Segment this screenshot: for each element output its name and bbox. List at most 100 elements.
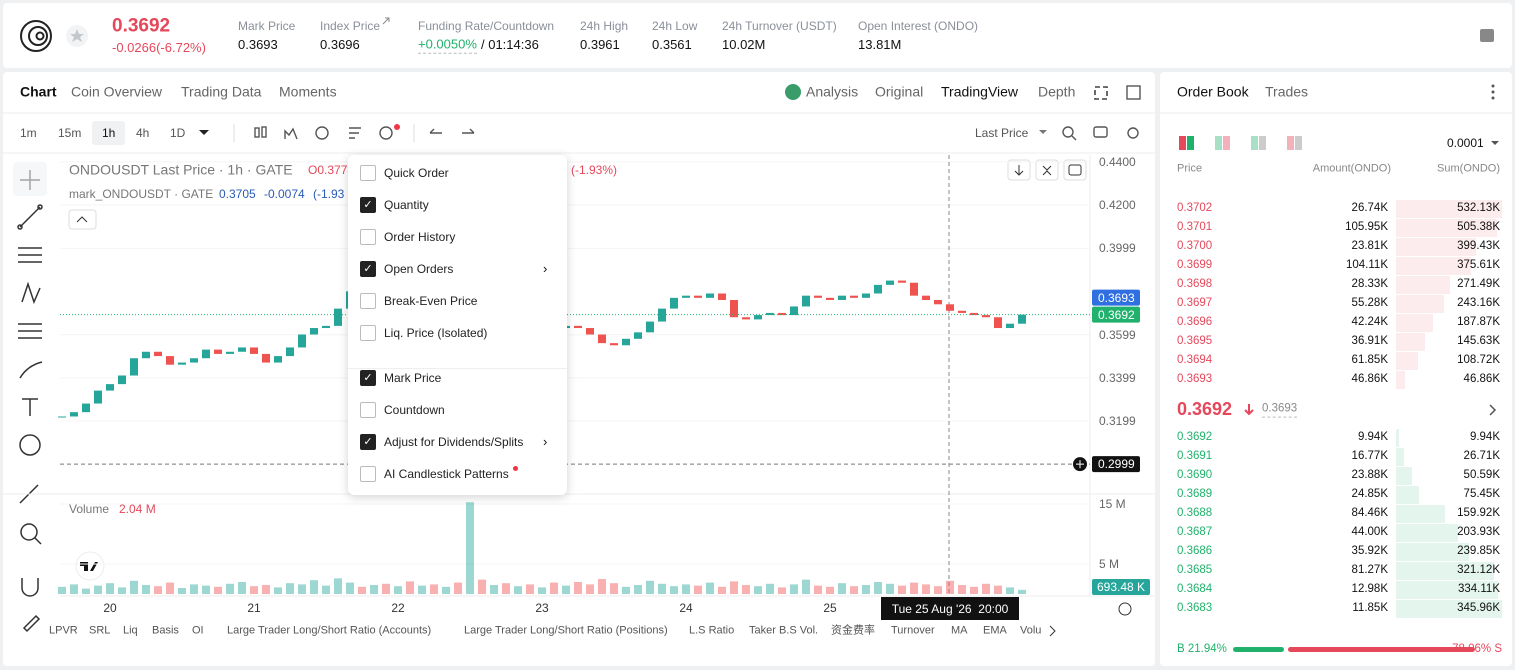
- indicator[interactable]: Turnover: [891, 624, 935, 637]
- candle: [190, 358, 198, 363]
- indicator[interactable]: Volu: [1020, 624, 1042, 637]
- ob-price[interactable]: 0.3686: [1177, 545, 1213, 558]
- menu-item[interactable]: Countdown: [384, 402, 445, 417]
- checkbox[interactable]: ✓: [360, 261, 376, 277]
- checkbox[interactable]: [360, 466, 376, 482]
- ob-price[interactable]: 0.3685: [1177, 564, 1213, 577]
- tab[interactable]: Moments: [279, 83, 337, 100]
- ob-price[interactable]: 0.3696: [1177, 316, 1213, 329]
- ob-price[interactable]: 0.3691: [1177, 450, 1213, 463]
- candle: [82, 403, 90, 413]
- volume-bar: [262, 585, 270, 594]
- ob-price[interactable]: 0.3683: [1177, 602, 1213, 615]
- checkbox[interactable]: [360, 165, 376, 181]
- interval[interactable]: 1m: [20, 125, 37, 140]
- volume-bar: [646, 580, 654, 594]
- dropdown-arrow[interactable]: [1491, 141, 1499, 145]
- interval[interactable]: 15m: [58, 125, 82, 140]
- interval[interactable]: 1D: [170, 125, 186, 140]
- view-tab[interactable]: Analysis: [806, 83, 859, 100]
- tab[interactable]: Trading Data: [181, 83, 262, 100]
- menu-item[interactable]: Adjust for Dividends/Splits: [384, 434, 524, 449]
- notes-icon[interactable]: [1480, 29, 1494, 42]
- ob-price[interactable]: 0.3699: [1177, 259, 1213, 272]
- menu-item[interactable]: Order History: [384, 229, 456, 244]
- indicator[interactable]: Taker B.S Vol.: [749, 624, 819, 637]
- depth-view-icons[interactable]: [1179, 136, 1302, 150]
- chevron[interactable]: [1489, 404, 1497, 416]
- collapse-button[interactable]: [68, 209, 97, 230]
- checkbox[interactable]: [360, 402, 376, 418]
- volume-label: Volume: [69, 501, 110, 516]
- candle: [1006, 323, 1014, 329]
- ob-sum: 505.38K: [1457, 221, 1500, 234]
- tab[interactable]: Chart: [20, 83, 57, 100]
- ob-price[interactable]: 0.3694: [1177, 354, 1213, 367]
- indicator[interactable]: L.S Ratio: [689, 624, 735, 637]
- view-tab[interactable]: Original: [875, 83, 924, 100]
- indicator[interactable]: EMA: [983, 624, 1007, 637]
- menu-item[interactable]: Break-Even Price: [384, 293, 478, 308]
- ob-price[interactable]: 0.3698: [1177, 278, 1213, 291]
- indicator[interactable]: Basis: [152, 624, 179, 637]
- menu-item[interactable]: Open Orders: [384, 261, 454, 276]
- ob-price[interactable]: 0.3684: [1177, 583, 1213, 596]
- ob-price[interactable]: 0.3689: [1177, 488, 1213, 501]
- volume-bar: [358, 586, 366, 594]
- checkbox[interactable]: ✓: [360, 434, 376, 450]
- indicator[interactable]: Large Trader Long/Short Ratio (Positions…: [464, 624, 668, 637]
- checkbox[interactable]: [360, 229, 376, 245]
- scroll-arrow[interactable]: [1049, 625, 1056, 637]
- volume-bar: [970, 586, 978, 594]
- price-type[interactable]: Last Price: [975, 125, 1029, 140]
- ob-tab[interactable]: Trades: [1265, 83, 1309, 100]
- indicator[interactable]: MA: [951, 624, 968, 637]
- toolbar-icons[interactable]: [254, 85, 1141, 141]
- candle: [1018, 314, 1026, 324]
- ob-tab[interactable]: Order Book: [1177, 83, 1249, 100]
- ob-price[interactable]: 0.3695: [1177, 335, 1213, 348]
- indicator[interactable]: LPVR: [49, 624, 78, 637]
- draw-tools[interactable]: [17, 170, 43, 633]
- interval[interactable]: 1h: [102, 125, 116, 140]
- indicator[interactable]: 资金费率: [831, 624, 875, 637]
- volume-bar: [286, 583, 294, 594]
- ob-price[interactable]: 0.3701: [1177, 221, 1213, 234]
- settings-icon[interactable]: [1118, 602, 1132, 616]
- stat-value: 0.3696: [320, 37, 360, 53]
- candle: [910, 282, 918, 296]
- star-icon: [70, 29, 84, 42]
- interval[interactable]: 4h: [136, 125, 150, 140]
- more-icon[interactable]: [1491, 84, 1495, 100]
- menu-item[interactable]: AI Candlestick Patterns: [384, 466, 509, 481]
- indicator[interactable]: OI: [192, 624, 204, 637]
- checkbox[interactable]: ✓: [360, 370, 376, 386]
- ob-price[interactable]: 0.3700: [1177, 240, 1213, 253]
- ob-sum: 75.45K: [1463, 488, 1500, 501]
- indicator[interactable]: Large Trader Long/Short Ratio (Accounts): [227, 624, 432, 637]
- dropdown-arrow[interactable]: [1039, 130, 1047, 134]
- view-tab[interactable]: Depth: [1038, 83, 1076, 100]
- dropdown-arrow[interactable]: [199, 130, 209, 135]
- ob-price[interactable]: 0.3702: [1177, 202, 1213, 215]
- ob-price[interactable]: 0.3690: [1177, 469, 1213, 482]
- ob-price[interactable]: 0.3697: [1177, 297, 1213, 310]
- checkbox[interactable]: [360, 325, 376, 341]
- price-badge: [1092, 289, 1140, 306]
- ob-price[interactable]: 0.3693: [1177, 373, 1213, 386]
- menu-item[interactable]: Mark Price: [384, 370, 442, 385]
- menu-item[interactable]: Liq. Price (Isolated): [384, 325, 488, 340]
- ob-price[interactable]: 0.3692: [1177, 431, 1213, 444]
- menu-item[interactable]: Quick Order: [384, 165, 449, 180]
- candle: [874, 284, 882, 294]
- ob-price[interactable]: 0.3687: [1177, 526, 1213, 539]
- indicator[interactable]: Liq: [123, 624, 138, 637]
- checkbox[interactable]: [360, 293, 376, 309]
- view-tab[interactable]: TradingView: [941, 83, 1019, 100]
- menu-item[interactable]: Quantity: [384, 197, 429, 212]
- checkbox[interactable]: ✓: [360, 197, 376, 213]
- precision[interactable]: 0.0001: [1447, 135, 1484, 150]
- tab[interactable]: Coin Overview: [71, 83, 163, 100]
- ob-price[interactable]: 0.3688: [1177, 507, 1213, 520]
- indicator[interactable]: SRL: [89, 624, 111, 637]
